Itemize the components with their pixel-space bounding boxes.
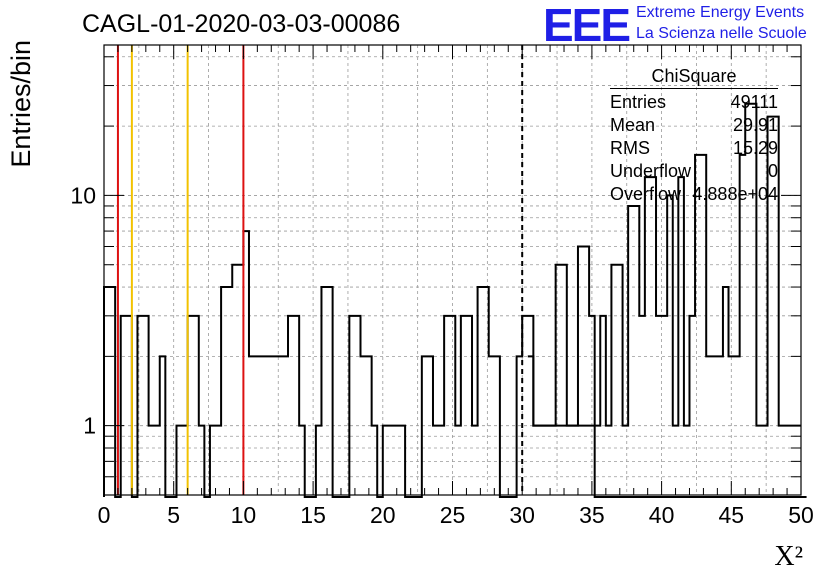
stats-box: ChiSquare Entries 49111 Mean 29.91 RMS 1… bbox=[610, 66, 778, 206]
chart-title: CAGL-01-2020-03-03-00086 bbox=[82, 10, 401, 38]
x-tick-label: 50 bbox=[788, 502, 814, 528]
stats-label: Overflow bbox=[610, 184, 682, 204]
eee-logo: EEE bbox=[543, 0, 631, 51]
stats-row-rms: RMS 15.29 bbox=[610, 137, 778, 160]
y-tick-labels: 1 10 bbox=[70, 182, 96, 438]
stats-row-underflow: Underflow 0 bbox=[610, 160, 778, 183]
x-tick-label: 25 bbox=[440, 502, 466, 528]
x-tick-label: 30 bbox=[509, 502, 535, 528]
stats-value: 29.91 bbox=[732, 115, 778, 135]
x-tick-labels: 0 5 10 15 20 25 30 35 40 45 50 bbox=[98, 502, 814, 528]
y-tick-label: 10 bbox=[70, 182, 96, 208]
x-tick-label: 10 bbox=[231, 502, 257, 528]
x-tick-label: 40 bbox=[649, 502, 675, 528]
stats-value: 49111 bbox=[730, 92, 778, 112]
stats-label: Underflow bbox=[610, 161, 692, 181]
y-axis-label: Entries/bin bbox=[6, 40, 36, 168]
histogram-outline-right bbox=[527, 102, 801, 427]
x-tick-label: 20 bbox=[370, 502, 396, 528]
logo-line-1: Extreme Energy Events bbox=[636, 4, 805, 21]
stats-label: Mean bbox=[610, 115, 656, 135]
x-tick-label: 45 bbox=[719, 502, 745, 528]
axis-ticks bbox=[103, 45, 802, 495]
x-tick-label: 5 bbox=[167, 502, 180, 528]
logo-line-2: La Scienza nelle Scuole bbox=[636, 25, 807, 42]
x-axis-label: X² bbox=[774, 541, 803, 572]
stats-value: 4.888e+04 bbox=[692, 184, 778, 204]
histogram-outline bbox=[103, 230, 807, 498]
histogram bbox=[103, 102, 807, 498]
marker-lines bbox=[116, 45, 524, 495]
stats-label: RMS bbox=[610, 138, 650, 158]
stats-row-mean: Mean 29.91 bbox=[610, 114, 778, 137]
stats-value: 0 bbox=[767, 161, 778, 181]
x-tick-label: 0 bbox=[98, 502, 111, 528]
stats-row-entries: Entries 49111 bbox=[610, 91, 778, 114]
y-tick-label: 1 bbox=[83, 413, 96, 439]
stats-title: ChiSquare bbox=[610, 66, 778, 89]
stats-label: Entries bbox=[610, 92, 667, 112]
stats-value: 15.29 bbox=[732, 138, 778, 158]
x-tick-label: 35 bbox=[579, 502, 605, 528]
stats-row-overflow: Overflow 4.888e+04 bbox=[610, 183, 778, 206]
x-tick-label: 15 bbox=[300, 502, 326, 528]
